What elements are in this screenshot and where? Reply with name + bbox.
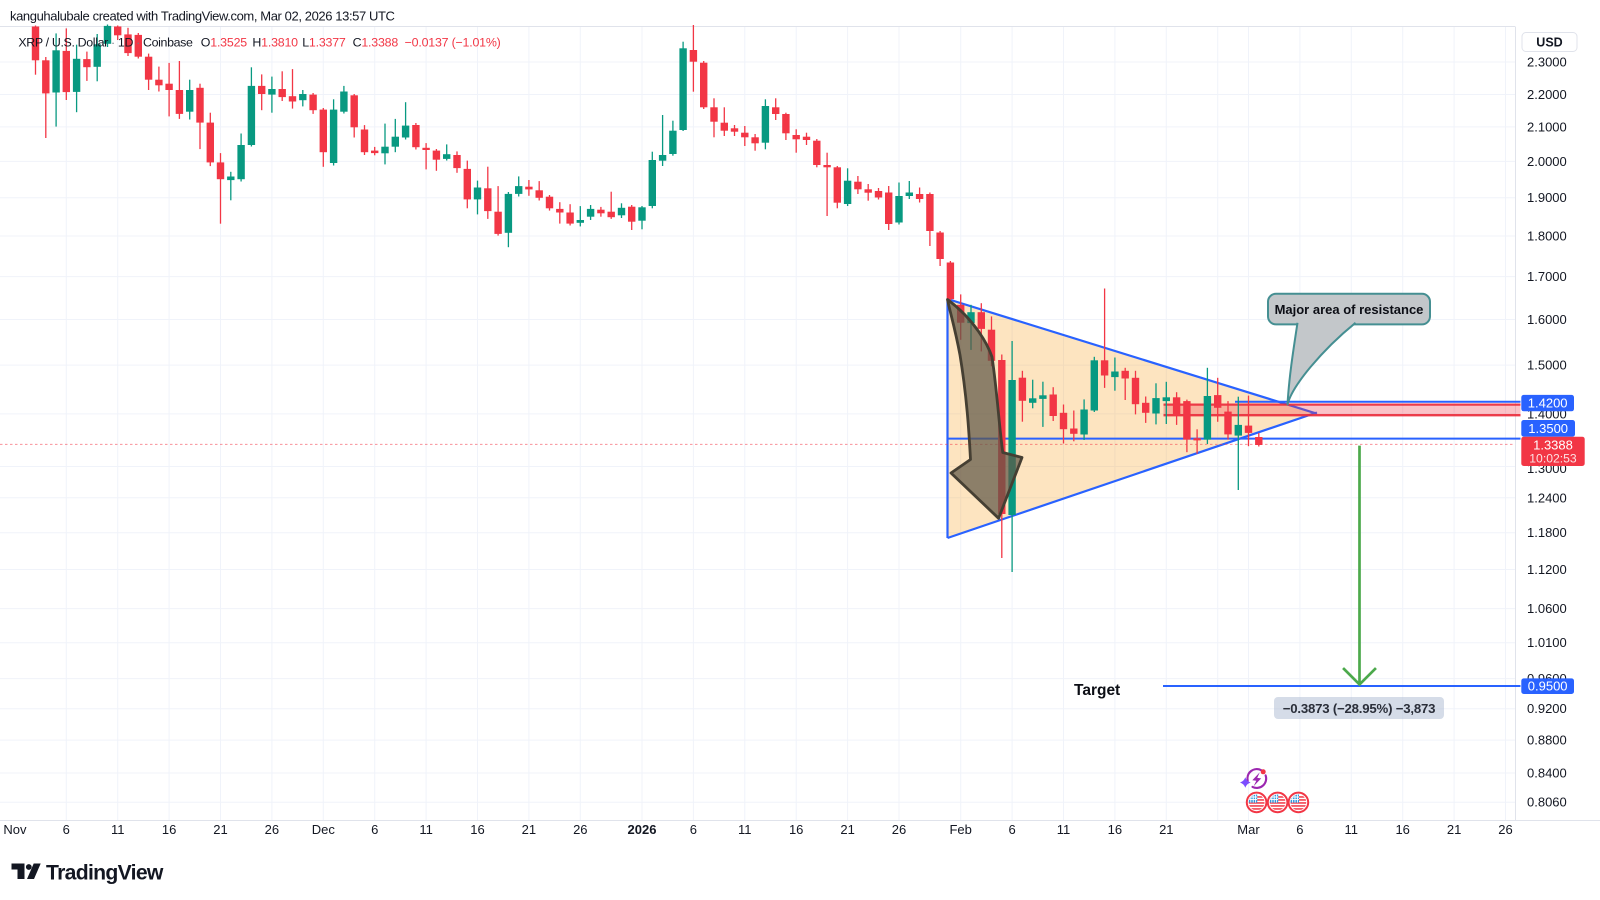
svg-text:26: 26 (265, 822, 279, 837)
svg-text:0.8400: 0.8400 (1527, 766, 1567, 781)
svg-text:11: 11 (111, 822, 125, 837)
svg-text:Nov: Nov (3, 822, 27, 837)
svg-text:21: 21 (1159, 822, 1173, 837)
svg-text:2.3000: 2.3000 (1527, 55, 1567, 70)
svg-text:2.2000: 2.2000 (1527, 87, 1567, 102)
svg-text:C1.3388: C1.3388 (353, 35, 399, 49)
svg-text:11: 11 (1057, 822, 1071, 837)
svg-text:1.1800: 1.1800 (1527, 525, 1567, 540)
svg-text:16: 16 (789, 822, 803, 837)
svg-text:26: 26 (1498, 822, 1512, 837)
svg-text:26: 26 (892, 822, 906, 837)
svg-text:1.8000: 1.8000 (1527, 229, 1567, 244)
svg-text:21: 21 (213, 822, 227, 837)
svg-text:0.8060: 0.8060 (1527, 795, 1567, 810)
svg-text:XRP / U.S. Dollar · 1D · Coinb: XRP / U.S. Dollar · 1D · Coinbase (18, 35, 193, 49)
svg-text:TradingView: TradingView (46, 862, 164, 885)
svg-text:0.8800: 0.8800 (1527, 733, 1567, 748)
svg-text:21: 21 (840, 822, 854, 837)
svg-text:H1.3810: H1.3810 (252, 35, 298, 49)
svg-text:11: 11 (738, 822, 752, 837)
svg-text:−0.3873 (−28.95%) −3,873: −0.3873 (−28.95%) −3,873 (1283, 701, 1435, 716)
svg-text:21: 21 (1447, 822, 1461, 837)
svg-text:1.2400: 1.2400 (1527, 490, 1567, 505)
svg-text:0.9200: 0.9200 (1527, 701, 1567, 716)
svg-text:2.0000: 2.0000 (1527, 154, 1567, 169)
svg-text:6: 6 (690, 822, 697, 837)
svg-text:1.6000: 1.6000 (1527, 312, 1567, 327)
svg-text:1.0600: 1.0600 (1527, 601, 1567, 616)
svg-text:1.1200: 1.1200 (1527, 562, 1567, 577)
svg-text:Mar: Mar (1237, 822, 1260, 837)
svg-text:16: 16 (470, 822, 484, 837)
svg-text:kanguhalubale created with Tra: kanguhalubale created with TradingView.c… (10, 8, 395, 23)
svg-text:Major area of resistance: Major area of resistance (1275, 302, 1424, 317)
svg-text:11: 11 (1345, 822, 1359, 837)
svg-text:1.3500: 1.3500 (1528, 421, 1568, 436)
svg-text:2026: 2026 (628, 822, 657, 837)
svg-text:10:02:53: 10:02:53 (1529, 452, 1577, 466)
svg-text:26: 26 (573, 822, 587, 837)
svg-text:11: 11 (419, 822, 433, 837)
svg-text:6: 6 (1008, 822, 1015, 837)
svg-text:16: 16 (162, 822, 176, 837)
svg-text:O1.3525: O1.3525 (201, 35, 247, 49)
svg-text:1.0100: 1.0100 (1527, 635, 1567, 650)
svg-text:6: 6 (371, 822, 378, 837)
svg-text:Dec: Dec (312, 822, 336, 837)
svg-text:1.4200: 1.4200 (1528, 396, 1568, 411)
svg-text:1.7000: 1.7000 (1527, 269, 1567, 284)
svg-text:1.9000: 1.9000 (1527, 190, 1567, 205)
svg-text:1.3388: 1.3388 (1533, 438, 1573, 453)
svg-text:1.5000: 1.5000 (1527, 358, 1567, 373)
svg-text:16: 16 (1395, 822, 1409, 837)
svg-text:2.1000: 2.1000 (1527, 119, 1567, 134)
svg-text:Feb: Feb (949, 822, 971, 837)
svg-text:L1.3377: L1.3377 (302, 35, 346, 49)
svg-text:6: 6 (63, 822, 70, 837)
svg-text:Target: Target (1074, 682, 1120, 699)
svg-text:6: 6 (1296, 822, 1303, 837)
svg-text:0.9500: 0.9500 (1528, 679, 1568, 694)
svg-text:16: 16 (1108, 822, 1122, 837)
svg-text:USD: USD (1536, 36, 1562, 50)
svg-text:−0.0137 (−1.01%): −0.0137 (−1.01%) (405, 35, 501, 49)
svg-text:21: 21 (522, 822, 536, 837)
